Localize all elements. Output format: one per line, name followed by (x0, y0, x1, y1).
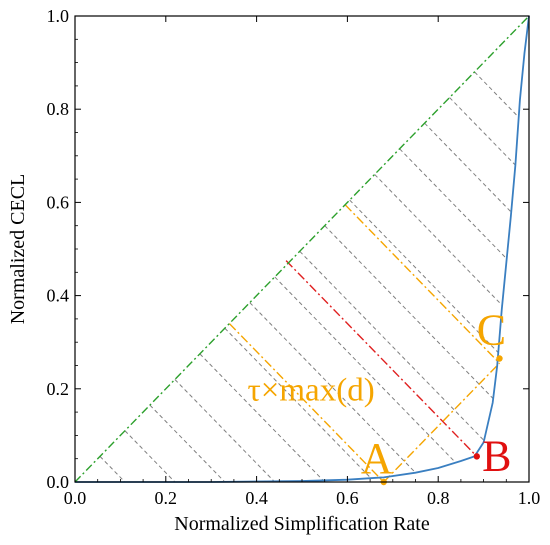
point-c (496, 355, 503, 362)
hatch-line-13 (424, 122, 512, 213)
annotation-lines-group (228, 204, 500, 483)
hatch-line-11 (374, 174, 503, 306)
y-tick-label-2: 0.4 (47, 286, 70, 306)
point-label-b: B (482, 431, 511, 480)
x-tick-label-3: 0.6 (336, 488, 359, 508)
diagonal-hatch-group (99, 71, 520, 483)
y-tick-label-1: 0.2 (47, 379, 70, 399)
hatch-line-4 (199, 353, 324, 481)
point-label-a: A (361, 434, 393, 483)
hatch-line-9 (324, 225, 494, 399)
hatch-line-8 (299, 250, 485, 441)
annotation-line-3 (383, 362, 500, 483)
hatch-line-2 (149, 404, 226, 483)
y-tick-label-4: 0.8 (47, 99, 70, 119)
series-group (74, 15, 530, 483)
annotation-text: τ×max(d) (248, 372, 375, 408)
hatch-line-3 (174, 379, 275, 482)
y-tick-label-0: 0.0 (47, 472, 70, 492)
annotation-line-1 (228, 323, 385, 483)
points-group: A B C (361, 306, 511, 486)
hatch-line-14 (449, 97, 516, 166)
x-tick-label-0: 0.0 (64, 488, 87, 508)
hatch-line-0 (99, 456, 126, 483)
point-b (473, 453, 480, 460)
y-tick-label-3: 0.6 (47, 192, 70, 212)
x-tick-label-2: 0.4 (245, 488, 268, 508)
hatch-line-1 (124, 430, 176, 483)
hatch-line-15 (474, 71, 520, 118)
hatch-line-10 (349, 199, 499, 353)
hatch-line-6 (249, 302, 416, 474)
annotation-line-2 (344, 204, 500, 364)
y-axis-label: Normalized CECL (7, 174, 29, 325)
x-tick-label-1: 0.2 (155, 488, 178, 508)
point-label-c: C (477, 306, 506, 355)
x-tick-label-4: 0.8 (427, 488, 450, 508)
hatch-line-12 (399, 148, 508, 260)
annotation-line-0 (285, 260, 478, 457)
y-tick-label-5: 1.0 (47, 6, 70, 26)
x-axis-label: Normalized Simplification Rate (174, 513, 430, 535)
hatch-line-7 (274, 276, 457, 463)
x-tick-label-5: 1.0 (518, 488, 541, 508)
ticks-group: 0.0 0.2 0.4 0.6 0.8 1.0 0.0 0.2 0.4 0.6 0.8 1.0 (47, 6, 541, 508)
series-diagonal (74, 15, 530, 483)
